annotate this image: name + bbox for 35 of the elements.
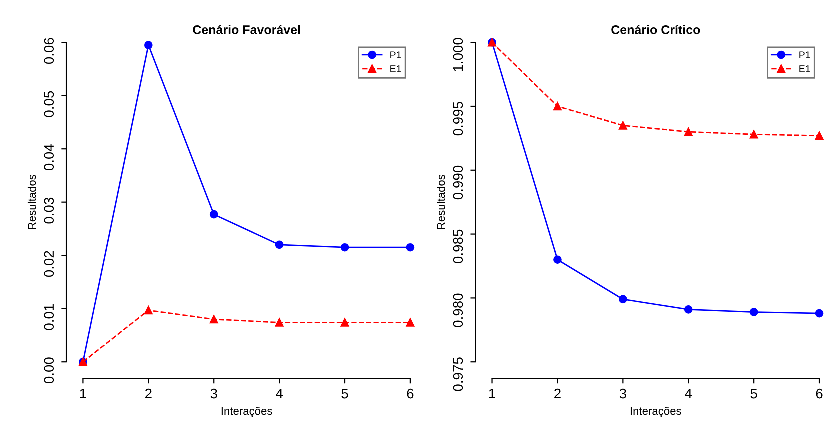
- y-tick-label: 0.04: [44, 144, 54, 171]
- y-tick-label: 0.985: [453, 230, 464, 264]
- x-tick-label: 5: [750, 389, 758, 399]
- y-tick-label: 0.980: [453, 294, 464, 328]
- x-tick-label: 6: [407, 388, 414, 399]
- y-tick-label: 0.02: [44, 251, 54, 278]
- y-tick-label: 0.01: [44, 304, 54, 330]
- y-tick-label: 1.000: [453, 38, 464, 72]
- y-tick-label: 0.05: [44, 91, 54, 118]
- y-axis-title: Resultados: [28, 174, 36, 230]
- x-tick-label: 2: [145, 388, 152, 399]
- chart-title: Cenário Favorável: [193, 25, 300, 34]
- x-tick-label: 1: [80, 389, 86, 399]
- x-tick-label: 3: [620, 388, 626, 399]
- x-tick-label: 4: [685, 389, 692, 399]
- y-tick-label: 0.995: [453, 102, 464, 136]
- y-tick-label: 0.975: [453, 358, 464, 392]
- y-tick-label: 0.990: [453, 166, 464, 200]
- x-tick-label: 3: [210, 388, 218, 399]
- y-tick-label: 0.03: [44, 198, 54, 224]
- legend-label: P1: [800, 52, 810, 58]
- legend-label: E1: [390, 66, 402, 72]
- x-tick-label: 6: [816, 388, 823, 399]
- x-tick-label: 4: [276, 389, 284, 399]
- x-tick-label: 2: [554, 388, 561, 399]
- x-tick-label: 5: [342, 389, 348, 399]
- legend-label: P1: [390, 52, 402, 58]
- y-tick-label: 0.06: [44, 38, 54, 64]
- x-axis-title: Interações: [222, 407, 272, 418]
- legend-label: E1: [800, 66, 810, 72]
- x-axis-title: Interações: [630, 407, 682, 418]
- y-tick-label: 0.00: [44, 358, 54, 384]
- y-axis-title: Resultados: [437, 174, 446, 230]
- x-tick-label: 1: [489, 389, 496, 399]
- chart-title: Cenário Crítico: [612, 25, 700, 34]
